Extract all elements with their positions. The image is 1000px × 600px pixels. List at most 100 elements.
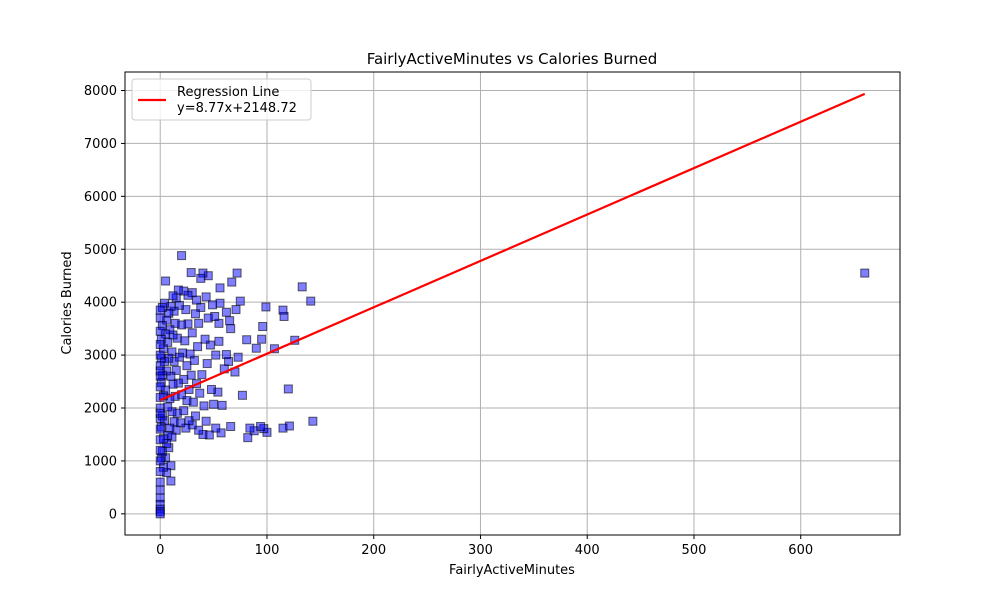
data-point	[155, 467, 165, 477]
data-point	[226, 324, 236, 334]
data-point	[185, 349, 195, 359]
data-point	[217, 400, 227, 410]
data-point	[221, 307, 231, 317]
data-point	[214, 336, 224, 346]
data-point	[235, 296, 245, 306]
data-point	[155, 477, 165, 487]
x-tick-label: 100	[255, 543, 280, 558]
data-point	[166, 476, 176, 486]
legend-entry-equation: y=8.77x+2148.72	[177, 101, 297, 116]
y-tick-label: 6000	[84, 190, 117, 205]
data-point	[197, 370, 207, 380]
x-tick-label: 0	[156, 543, 164, 558]
data-point	[258, 322, 268, 332]
data-point	[297, 282, 307, 292]
data-point	[251, 343, 261, 353]
data-point	[199, 401, 209, 411]
data-point	[209, 399, 219, 409]
y-axis-label: Calories Burned	[60, 251, 75, 354]
data-point	[155, 340, 165, 350]
data-point	[261, 302, 271, 312]
y-tick-label: 7000	[84, 137, 117, 152]
data-point	[170, 318, 180, 328]
data-point	[155, 456, 165, 466]
data-point	[211, 350, 221, 360]
data-point	[155, 350, 165, 360]
data-point	[283, 384, 293, 394]
legend-entry-label: Regression Line	[177, 85, 279, 100]
legend-box	[131, 78, 312, 121]
data-point	[201, 292, 211, 302]
axis-ticks: 0 100 200 300 400 500 600010002000300040005000…	[84, 84, 813, 558]
data-point	[226, 422, 236, 432]
data-point	[171, 365, 181, 375]
plot-area-frame	[124, 71, 901, 536]
data-point	[161, 276, 171, 286]
data-point	[155, 313, 165, 323]
data-point	[201, 416, 211, 426]
data-point	[168, 291, 178, 301]
data-point	[245, 423, 255, 433]
x-tick-label: 200	[361, 543, 386, 558]
data-point	[155, 305, 165, 315]
data-point	[227, 277, 237, 287]
x-tick-label: 600	[788, 543, 813, 558]
data-point	[194, 318, 204, 328]
data-point	[155, 382, 165, 392]
data-point	[180, 336, 190, 346]
y-tick-label: 2000	[84, 402, 117, 417]
y-tick-label: 5000	[84, 243, 117, 258]
data-point	[257, 334, 267, 344]
data-point	[278, 305, 288, 315]
data-point	[208, 300, 218, 310]
data-point	[308, 416, 318, 426]
y-tick-label: 4000	[84, 296, 117, 311]
data-point	[196, 273, 206, 283]
data-point	[155, 326, 165, 336]
x-tick-label: 400	[575, 543, 600, 558]
legend: Regression Line y=8.77x+2148.72	[131, 78, 312, 121]
data-point	[231, 305, 241, 315]
x-tick-label: 500	[682, 543, 707, 558]
data-point	[186, 370, 196, 380]
data-point	[155, 509, 165, 519]
data-point	[155, 392, 165, 402]
data-point	[860, 268, 870, 278]
data-point	[278, 423, 288, 433]
data-point	[163, 402, 173, 412]
data-point	[155, 424, 165, 434]
data-point	[155, 435, 165, 445]
data-point	[190, 411, 200, 421]
data-point	[200, 334, 210, 344]
y-tick-label: 3000	[84, 349, 117, 364]
data-point	[202, 359, 212, 369]
data-point	[215, 298, 225, 308]
data-point	[216, 428, 226, 438]
data-point	[195, 388, 205, 398]
chart-title: FairlyActiveMinutes vs Calories Burned	[367, 50, 658, 68]
y-tick-label: 0	[109, 507, 117, 522]
data-point	[192, 295, 202, 305]
data-point	[186, 268, 196, 278]
data-point	[184, 416, 194, 426]
data-point	[182, 361, 192, 371]
data-point	[233, 352, 243, 362]
data-point	[182, 396, 192, 406]
y-tick-label: 8000	[84, 84, 117, 99]
grid-lines	[125, 72, 900, 535]
data-point	[165, 423, 175, 433]
data-point	[225, 316, 235, 326]
data-point	[211, 423, 221, 433]
x-tick-label: 300	[468, 543, 493, 558]
data-point	[232, 268, 242, 278]
data-point	[155, 445, 165, 455]
data-point	[187, 328, 197, 338]
data-point	[181, 423, 191, 433]
x-axis-label: FairlyActiveMinutes	[449, 563, 575, 578]
data-point	[215, 283, 225, 293]
data-point	[242, 335, 252, 345]
data-point	[155, 366, 165, 376]
data-point	[194, 425, 204, 435]
data-point	[155, 485, 165, 495]
